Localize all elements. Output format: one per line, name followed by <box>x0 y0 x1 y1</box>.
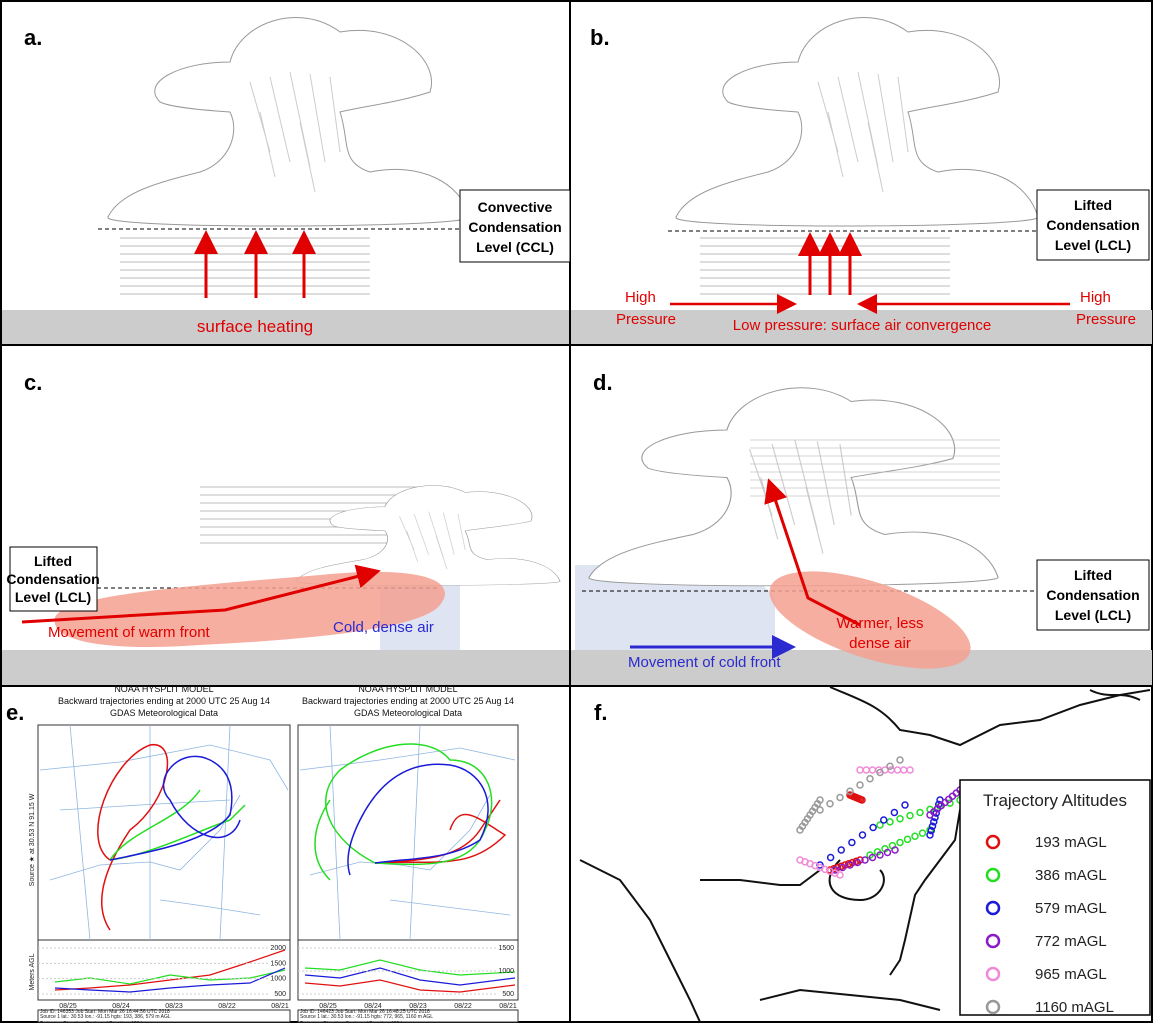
trajectory-point <box>870 767 876 773</box>
annotation: High <box>1080 289 1111 306</box>
annotation: Pressure <box>616 311 676 328</box>
legend-label: 579 mAGL <box>1035 900 1107 917</box>
trajectory-point <box>881 817 887 823</box>
box-text: Condensation <box>1046 587 1139 603</box>
height-label: 2000 <box>270 945 286 952</box>
date-label: 08/21 <box>271 1003 289 1010</box>
map-title: NOAA HYSPLIT MODEL <box>114 684 213 694</box>
cloud <box>108 18 470 226</box>
box-text: Condensation <box>468 219 561 235</box>
trajectory-point <box>849 840 855 846</box>
trajectory-point <box>887 763 893 769</box>
date-label: 08/22 <box>218 1003 236 1010</box>
footer-line: Source 1 lat.: 30.53 lon.: -91.15 hgts: … <box>40 1014 171 1020</box>
box-text: Condensation <box>1046 217 1139 233</box>
legend-label: 772 mAGL <box>1035 933 1107 950</box>
trajectory-point <box>897 816 903 822</box>
legend-label: 386 mAGL <box>1035 867 1107 884</box>
annotation: Warmer, less <box>837 615 924 632</box>
air-layers <box>120 238 370 294</box>
y-label: Meters AGL <box>29 953 36 990</box>
legend-label: 193 mAGL <box>1035 834 1107 851</box>
trajectory-point <box>857 767 863 773</box>
trajectory-point <box>817 807 823 813</box>
trajectory-point <box>887 819 893 825</box>
annotation: dense air <box>849 635 911 652</box>
map-title: NOAA HYSPLIT MODEL <box>358 684 457 694</box>
trajectory-point <box>897 840 903 846</box>
trajectory-point <box>838 847 844 853</box>
legend-label: 1160 mAGL <box>1035 999 1114 1016</box>
annotation: Pressure <box>1076 311 1136 328</box>
annotation: Movement of warm front <box>48 624 211 641</box>
date-label: 08/21 <box>499 1003 517 1010</box>
map-title: Backward trajectories ending at 2000 UTC… <box>58 696 270 706</box>
panel-label: d. <box>593 370 613 395</box>
air-layers <box>700 238 950 294</box>
trajectory-point <box>897 757 903 763</box>
box-text: Level (CCL) <box>476 239 554 255</box>
cloud <box>676 18 1038 226</box>
box-text: Lifted <box>34 553 72 569</box>
panel-label: c. <box>24 370 42 395</box>
map-title: GDAS Meteorological Data <box>110 708 218 718</box>
trajectory-point <box>907 767 913 773</box>
height-label: 500 <box>274 991 286 998</box>
trajectory-point <box>895 767 901 773</box>
trajectory-point <box>828 855 834 861</box>
trajectory-point <box>912 833 918 839</box>
trajectory-point <box>857 782 863 788</box>
updrafts <box>206 236 304 298</box>
annotation: High <box>625 289 656 306</box>
panel-a: a. Convective Condensation Level (CCL) s… <box>2 18 570 344</box>
box-text: Lifted <box>1074 567 1112 583</box>
trajectory-point <box>860 832 866 838</box>
panel-c: c. Lifted Condensation Level (LCL) Movem… <box>2 370 569 685</box>
height-label: 500 <box>502 991 514 998</box>
footer-line: Source 1 lat.: 30.53 lon.: -91.15 hgts: … <box>300 1014 433 1020</box>
box-text: Level (LCL) <box>1055 237 1131 253</box>
annotation: Cold, dense air <box>333 619 434 636</box>
date-label: 08/22 <box>454 1003 472 1010</box>
trajectory-point <box>907 813 913 819</box>
panel-label: a. <box>24 25 42 50</box>
panel-b: b. Lifted Condensation Level (LCL) High … <box>571 18 1152 344</box>
box-text: Lifted <box>1074 197 1112 213</box>
legend-label: 965 mAGL <box>1035 966 1107 983</box>
annotation: surface heating <box>197 317 313 336</box>
trajectory-point <box>827 801 833 807</box>
figure: a. Convective Condensation Level (CCL) s… <box>0 0 1153 1023</box>
source-label: Source ★ at 30.53 N 91.15 W <box>28 793 36 886</box>
trajectory-point <box>901 767 907 773</box>
trajectory-point <box>870 825 876 831</box>
panel-f: f. Trajectory Altitudes 193 mAGL 386 mAGL… <box>580 687 1150 1022</box>
height-label: 1500 <box>498 945 514 952</box>
panel-e: e. NOAA HYSPLIT MODEL Backward trajector… <box>6 684 518 1023</box>
height-label: 1000 <box>498 968 514 975</box>
map-title: GDAS Meteorological Data <box>354 708 462 718</box>
trajectory-point <box>891 810 897 816</box>
panel-d: d. Lifted Condensation Level (LCL) Movem… <box>571 370 1152 689</box>
trajectory-point <box>905 836 911 842</box>
map-title: Backward trajectories ending at 2000 UTC… <box>302 696 514 706</box>
annotation: Movement of cold front <box>628 654 781 671</box>
panel-label: b. <box>590 25 610 50</box>
ground <box>2 650 569 685</box>
height-label: 1500 <box>270 960 286 967</box>
trajectory-point <box>863 767 869 773</box>
trajectory-point <box>902 802 908 808</box>
trajectory-point <box>837 795 843 801</box>
legend-title: Trajectory Altitudes <box>983 791 1127 810</box>
panel-label: f. <box>594 700 607 725</box>
trajectory-point <box>920 830 926 836</box>
annotation: Low pressure: surface air convergence <box>733 317 991 334</box>
box-text: Level (LCL) <box>1055 607 1131 623</box>
box-text: Level (LCL) <box>15 589 91 605</box>
panel-label: e. <box>6 700 24 725</box>
trajectory-point <box>917 810 923 816</box>
box-text: Condensation <box>6 571 99 587</box>
box-text: Convective <box>478 199 553 215</box>
trajectory-point <box>867 776 873 782</box>
height-label: 1000 <box>270 976 286 983</box>
